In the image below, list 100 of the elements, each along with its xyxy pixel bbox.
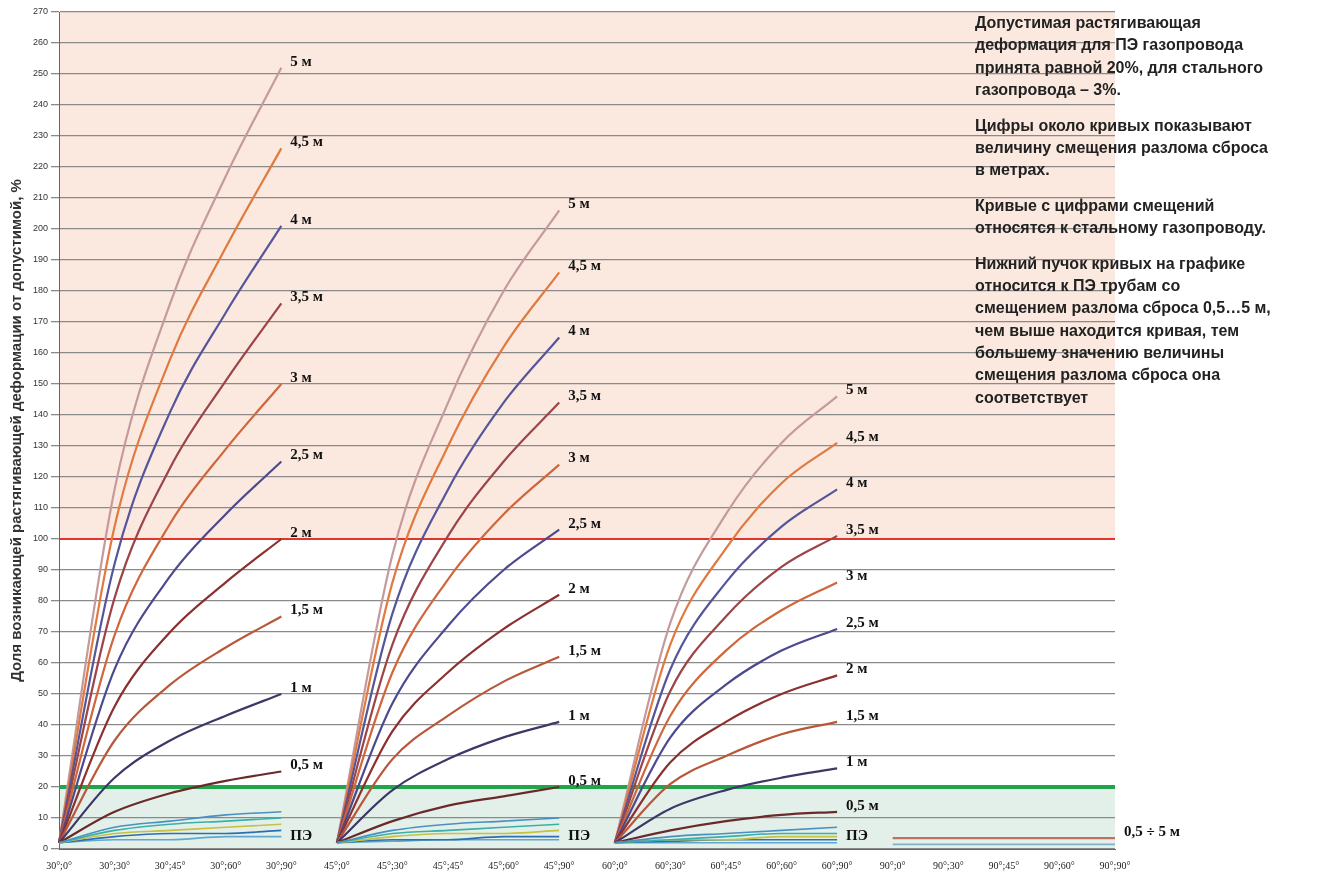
series-label: 1 м	[846, 753, 868, 770]
annotation: Цифры около кривых показывают величину смещения разлома сброса в метрах.	[975, 115, 1269, 181]
y-tick-label: 150	[32, 378, 49, 389]
series-label: 5 м	[568, 195, 590, 212]
y-tick-label: 200	[32, 223, 49, 234]
x-tick-label: 60°;45°	[710, 859, 742, 871]
line-series	[335, 655, 561, 844]
x-tick-label: 45°;0°	[324, 859, 350, 871]
annotation: Нижний пучок кривых на графике относится к ПЭ трубам со смещением разлома сброса 0,5…5 м, чем выше находится кривая, тем большему значению величины смещения разлома сброса она соответствует	[975, 253, 1272, 408]
y-tick-label: 100	[32, 533, 49, 544]
y-tick-label: 190	[32, 254, 49, 265]
x-tick-label: 60°;0°	[601, 859, 628, 871]
line-series	[336, 829, 561, 844]
x-tick-label: 30°;45°	[154, 859, 186, 871]
series-label: 3 м	[568, 449, 590, 466]
y-tick-label: 240	[32, 99, 49, 110]
y-tick-label: 0	[43, 843, 49, 854]
series-label: 4,5 м	[568, 257, 601, 274]
line-series	[614, 826, 838, 844]
y-tick-label: 160	[32, 347, 49, 358]
series-label: 2,5 м	[290, 446, 324, 463]
y-tick-label: 220	[32, 161, 49, 172]
series-label: 2 м	[568, 579, 590, 596]
series-label: 4 м	[846, 474, 868, 491]
x-tick-label: 60°;30°	[654, 859, 686, 871]
series-label: 5 м	[846, 381, 868, 398]
y-tick-label: 50	[38, 688, 49, 699]
series-label: 3,5 м	[568, 387, 601, 404]
x-tick-label: 90°;45°	[988, 859, 1020, 871]
y-tick-label: 60	[38, 657, 49, 668]
series-label: 2 м	[846, 660, 868, 677]
series-label: 3,5 м	[846, 520, 879, 537]
x-tick-label: 30°;60°	[210, 859, 242, 871]
y-tick-label: 30	[38, 750, 49, 761]
y-tick-label: 270	[32, 6, 49, 17]
x-tick-label: 60°;90°	[821, 859, 853, 871]
y-tick-label: 260	[32, 37, 49, 48]
x-tick-label: 45°;90°	[543, 859, 575, 871]
annotation: ПЭ	[568, 826, 591, 843]
y-tick-label: 40	[38, 719, 49, 730]
series-label: 1 м	[290, 678, 312, 695]
line-series	[58, 811, 283, 844]
series-label: 4,5 м	[846, 427, 879, 444]
series-label: 3,5 м	[290, 288, 324, 305]
series-label: 2,5 м	[568, 514, 601, 531]
series-label: 3 м	[290, 368, 312, 385]
series-label: 4 м	[568, 322, 590, 339]
series-label: 1,5 м	[846, 706, 879, 723]
series-label: 0,5 м	[846, 796, 879, 813]
y-tick-label: 10	[38, 812, 49, 823]
line-series	[335, 785, 561, 844]
y-tick-label: 120	[32, 471, 49, 482]
line-series	[57, 615, 283, 844]
series-label: 0,5 ÷ 5 м	[1124, 823, 1180, 840]
x-tick-label: 45°;60°	[488, 859, 520, 871]
series-label: 1 м	[568, 706, 590, 723]
series-label: 1,5 м	[290, 601, 324, 618]
line-series	[613, 767, 839, 844]
annotation: Допустимая растягивающая деформация для ПЭ газопровода принята равной 20%, для стального газопровода – 3%.	[975, 13, 1264, 101]
x-tick-label: 30°;0°	[46, 859, 72, 871]
x-tick-label: 90°;30°	[932, 859, 964, 871]
y-tick-label: 230	[32, 130, 49, 141]
x-tick-label: 90°;90°	[1099, 859, 1131, 871]
x-tick-label: 30°;90°	[265, 859, 297, 871]
series-label: 1,5 м	[568, 641, 601, 658]
x-tick-label: 90°;0°	[879, 859, 906, 871]
y-tick-label: 110	[33, 502, 49, 513]
line-series	[613, 810, 839, 844]
x-tick-label: 60°;60°	[766, 859, 797, 871]
y-tick-label: 90	[38, 564, 49, 575]
series-label: 3 м	[846, 567, 868, 584]
series-label: 2 м	[290, 523, 312, 540]
y-tick-label: 180	[32, 285, 49, 296]
y-tick-label: 130	[32, 440, 49, 451]
y-axis-title: Доля возникающей растягивающей деформации от допустимой, %	[7, 179, 25, 682]
y-tick-label: 170	[32, 316, 49, 327]
series-label: 4 м	[290, 210, 312, 227]
y-tick-label: 80	[38, 595, 49, 606]
x-tick-label: 90°;60°	[1044, 859, 1075, 871]
x-tick-label: 45°;30°	[377, 859, 408, 871]
line-series	[613, 720, 839, 844]
line-series	[336, 817, 561, 844]
y-tick-label: 20	[38, 781, 49, 792]
line-series	[57, 770, 283, 844]
series-label: 2,5 м	[846, 613, 879, 630]
line-series	[335, 720, 561, 844]
series-label: 0,5 м	[568, 771, 601, 788]
line-series	[58, 817, 283, 844]
series-label: 5 м	[290, 52, 312, 69]
y-tick-label: 250	[32, 68, 49, 79]
x-tick-label: 45°;45°	[432, 859, 464, 871]
annotation: Кривые с цифрами смещений относятся к стальному газопроводу.	[975, 195, 1268, 239]
series-label: 4,5 м	[290, 133, 324, 150]
x-tick-label: 30°;30°	[99, 859, 130, 871]
y-tick-label: 140	[32, 409, 49, 420]
annotation: ПЭ	[290, 826, 313, 843]
series-label: 0,5 м	[290, 756, 324, 773]
y-tick-label: 210	[32, 192, 49, 203]
line-series	[57, 692, 283, 844]
y-tick-label: 70	[38, 626, 49, 637]
